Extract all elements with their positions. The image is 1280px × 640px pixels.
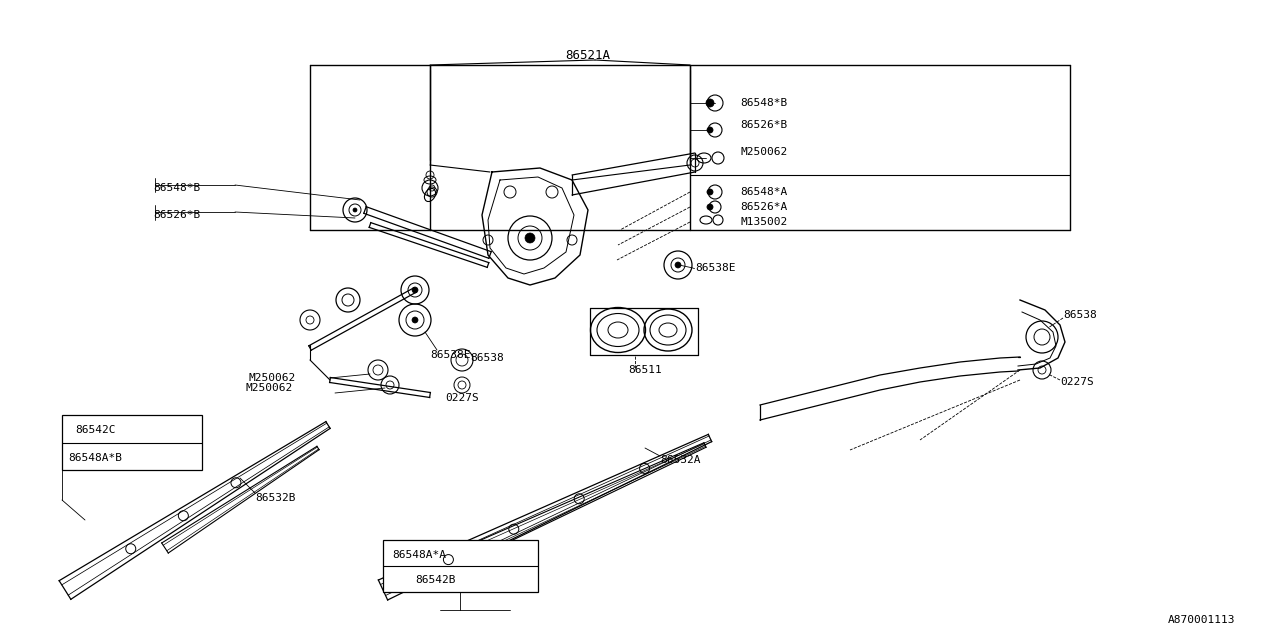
Text: 86538: 86538: [1062, 310, 1097, 320]
Circle shape: [675, 262, 681, 268]
Circle shape: [707, 99, 714, 107]
Text: 86521A: 86521A: [564, 49, 611, 61]
Text: 86548A*B: 86548A*B: [68, 453, 122, 463]
Text: 86538E: 86538E: [430, 350, 471, 360]
Text: 86532A: 86532A: [660, 455, 700, 465]
Text: 86542C: 86542C: [74, 425, 115, 435]
Circle shape: [412, 287, 419, 293]
Text: 86526*B: 86526*B: [740, 120, 787, 130]
Circle shape: [525, 233, 535, 243]
Text: 86538E: 86538E: [695, 263, 736, 273]
Text: 0227S: 0227S: [1060, 377, 1093, 387]
Text: A870001113: A870001113: [1167, 615, 1235, 625]
Text: 86511: 86511: [628, 365, 662, 375]
Circle shape: [707, 204, 713, 210]
Bar: [383, 540, 538, 592]
Text: 86538: 86538: [470, 353, 504, 363]
Text: 86548*B: 86548*B: [740, 98, 787, 108]
Text: 86548*B: 86548*B: [154, 183, 200, 193]
Text: 86548*A: 86548*A: [740, 187, 787, 197]
Text: 86526*B: 86526*B: [154, 210, 200, 220]
Circle shape: [707, 127, 713, 133]
Text: 86532B: 86532B: [255, 493, 296, 503]
Circle shape: [412, 317, 419, 323]
Text: M135002: M135002: [740, 217, 787, 227]
Text: M250062: M250062: [740, 147, 787, 157]
Text: 0227S: 0227S: [445, 393, 479, 403]
Text: 86548A*A: 86548A*A: [392, 550, 445, 560]
Bar: [61, 415, 202, 470]
Text: 86542B: 86542B: [415, 575, 456, 585]
Text: M250062: M250062: [244, 383, 292, 393]
Text: 86526*A: 86526*A: [740, 202, 787, 212]
Text: M250062: M250062: [248, 373, 296, 383]
Circle shape: [353, 208, 357, 212]
Circle shape: [707, 189, 713, 195]
